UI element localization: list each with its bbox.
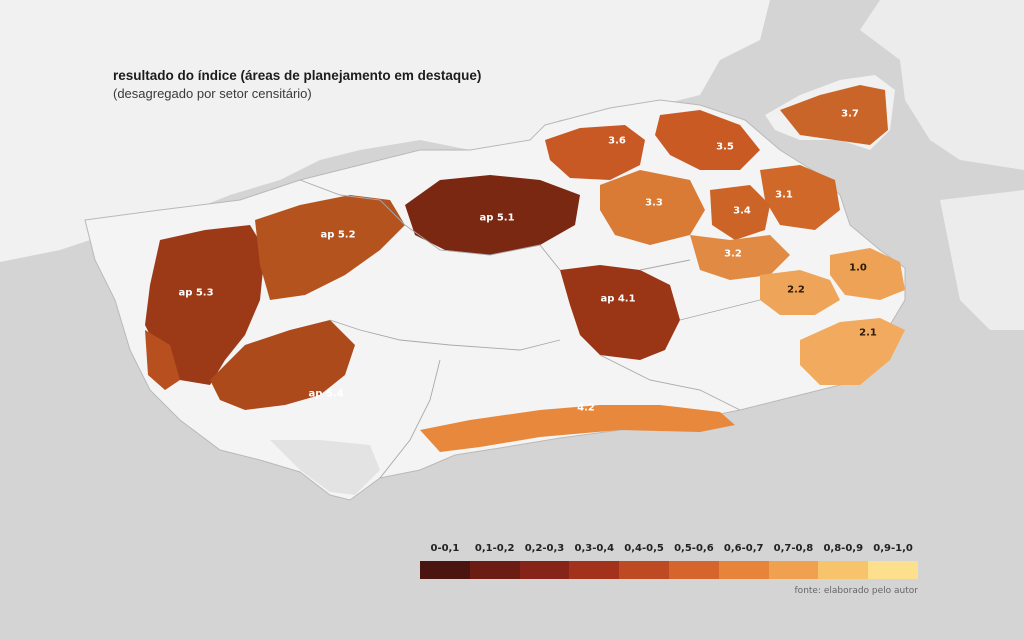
label-1-0: 1.0 [849, 262, 867, 274]
legend-swatch [668, 561, 719, 579]
map-title-block: resultado do índice (áreas de planejamen… [113, 68, 481, 101]
label-3-4: 3.4 [733, 205, 751, 217]
label-3-5: 3.5 [716, 141, 734, 153]
region-3-7 [780, 85, 888, 145]
legend-swatch [569, 561, 620, 579]
legend-label: 0,6-0,7 [723, 543, 764, 554]
legend-label: 0-0,1 [430, 543, 460, 554]
legend-swatch [619, 561, 669, 579]
label-3-3: 3.3 [645, 197, 663, 209]
label-ap-4-1: ap 4.1 [600, 293, 636, 305]
region-ap-4-1 [560, 265, 680, 360]
label-3-7: 3.7 [841, 108, 859, 120]
legend-swatch [420, 561, 470, 579]
label-ap-5-4: ap 5.4 [308, 388, 344, 400]
legend-label: 0,9-1,0 [873, 543, 913, 554]
map-title: resultado do índice (áreas de planejamen… [113, 68, 482, 83]
color-legend: 0-0,1 0,1-0,2 0,2-0,3 0,3-0,4 0,4-0,5 0,… [420, 543, 918, 579]
legend-swatch [718, 561, 769, 579]
district-borders [299, 179, 761, 479]
region-3-4 [710, 185, 770, 240]
source-note: fonte: elaborado pelo autor [794, 586, 918, 596]
label-ap-5-2: ap 5.2 [320, 229, 356, 241]
region-3-2 [690, 235, 790, 280]
legend-swatch [519, 561, 570, 579]
mainland-land [0, 0, 770, 262]
legend-label: 0,3-0,4 [574, 543, 615, 554]
legend-label: 0,1-0,2 [474, 543, 515, 554]
legend-label: 0,2-0,3 [524, 543, 565, 554]
label-2-1: 2.1 [859, 327, 877, 339]
legend-label: 0,7-0,8 [773, 543, 814, 554]
region-4-2 [420, 405, 735, 452]
region-ap-5-3 [145, 225, 265, 385]
legend-swatch [768, 561, 819, 579]
region-3-1 [760, 165, 840, 230]
east-land [860, 0, 1024, 170]
label-ap-5-3: ap 5.3 [178, 287, 214, 299]
legend-label: 0,5-0,6 [674, 543, 714, 554]
region-2-1 [800, 318, 905, 385]
label-2-2: 2.2 [787, 284, 805, 296]
legend-label: 0,4-0,5 [624, 543, 664, 554]
label-4-2: 4.2 [577, 402, 595, 414]
legend-swatch [868, 561, 918, 579]
region-ap-5-4 [210, 320, 355, 410]
label-3-2: 3.2 [724, 248, 742, 260]
region-3-5 [655, 110, 760, 170]
legend-swatch [469, 561, 520, 579]
legend-labels: 0-0,1 0,1-0,2 0,2-0,3 0,3-0,4 0,4-0,5 0,… [420, 543, 918, 554]
east-land-lower [940, 190, 1024, 330]
region-2-2 [760, 270, 840, 315]
label-3-1: 3.1 [775, 189, 793, 201]
label-ap-5-1: ap 5.1 [479, 212, 515, 224]
region-ap-5-west-tail [145, 330, 180, 390]
region-ap-5-2 [255, 195, 405, 300]
region-1-0 [830, 248, 905, 300]
region-3-6 [545, 125, 645, 180]
label-3-6: 3.6 [608, 135, 626, 147]
map-subtitle: (desagregado por setor censitário) [113, 86, 312, 101]
legend-label: 0,8-0,9 [823, 543, 864, 554]
region-ap-5-1 [405, 175, 580, 255]
region-3-3 [600, 170, 705, 245]
restinga-strip [270, 440, 380, 495]
legend-color-bar [420, 561, 918, 579]
legend-swatch [818, 561, 869, 579]
